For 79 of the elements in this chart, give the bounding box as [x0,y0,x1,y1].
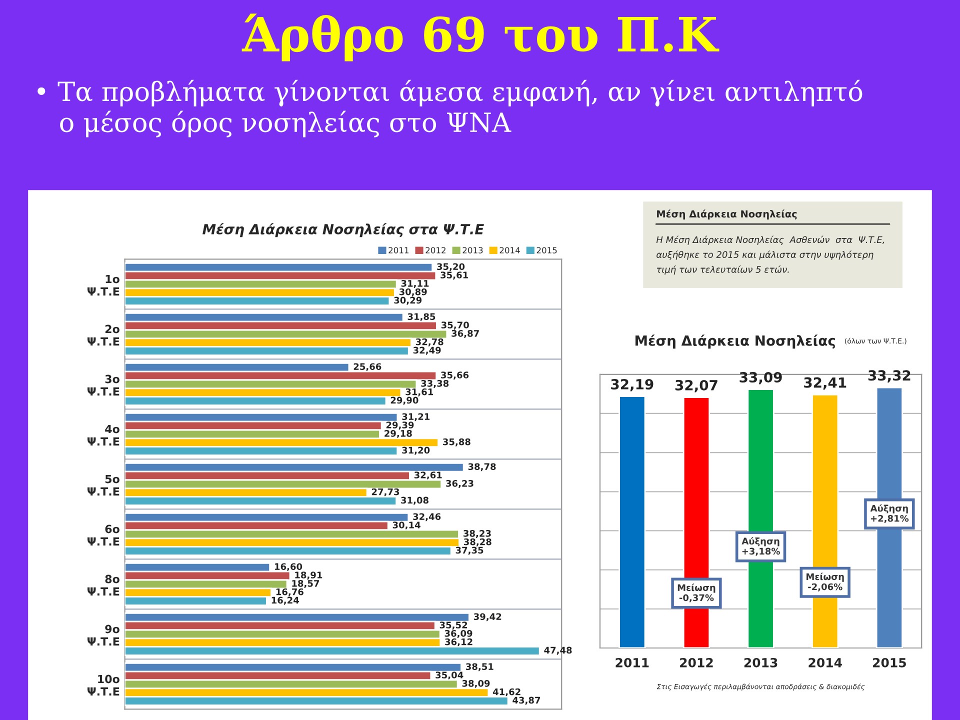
data-label: 30,89 [399,288,427,296]
chart-title: Μέση Διάρκεια Νοσηλείας στα Ψ.Τ.Ε [202,223,484,238]
data-label: 36,87 [452,330,479,338]
data-label: 38,23 [464,530,491,538]
data-label: 30,29 [394,296,422,305]
data-label: 32,78 [416,338,444,346]
text: Μέση Διάρκεια Νοσηλείας [657,210,797,220]
data-label: 31,61 [406,388,434,396]
data-label: 32,19 [611,379,654,392]
data-label: 38,09 [462,680,490,688]
data-label: 35,04 [436,672,464,680]
legend-label: 2014 [500,247,520,254]
text: Άρθρο 69 του Π.Κ [242,14,720,62]
data-label: 43,87 [512,696,540,705]
x-tick-label: 2015 [873,658,906,668]
data-label: 47,48 [544,646,572,655]
data-label: 32,46 [413,513,441,522]
y-tick-label: 10ο Ψ.Τ.Ε [88,674,120,696]
legend-label: 2015 [536,247,557,254]
data-label: 32,07 [675,380,718,392]
data-label: 33,09 [740,372,782,384]
data-label: 31,08 [401,496,428,505]
data-label: 16,76 [276,588,304,596]
data-label: 38,51 [466,663,494,672]
data-label: 33,32 [868,370,910,382]
data-label: 32,49 [413,346,441,355]
data-label: 39,42 [474,613,502,622]
data-label: 35,61 [440,272,468,280]
y-tick-label: 6ο Ψ.Τ.Ε [88,524,120,546]
data-label: 35,70 [441,322,469,330]
annotation: Μείωση -2,06% [806,572,844,592]
legend-label: 2011 [388,247,408,254]
data-label: 31,21 [402,413,430,422]
data-label: 37,35 [456,546,484,555]
data-label: 38,78 [468,463,496,472]
data-label: 27,73 [372,488,400,496]
y-tick-label: 3ο Ψ.Τ.Ε [88,374,120,396]
data-label: 36,09 [444,630,472,638]
y-tick-label: 4ο Ψ.Τ.Ε [88,424,120,446]
data-label: 29,18 [384,430,412,438]
x-tick-label: 2012 [680,658,713,668]
data-label: 31,20 [402,446,430,455]
data-label: 18,57 [292,580,320,588]
data-label: 29,90 [390,396,418,405]
x-tick-label: 2014 [808,658,842,668]
data-label: 18,91 [295,572,322,580]
data-label: 32,61 [414,472,442,480]
legend-label: 2013 [462,247,483,254]
annotation: Αύξηση +2,81% [870,504,909,523]
data-label: 35,88 [443,438,470,446]
chart-title: Μέση Διάρκεια Νοσηλείας [635,334,835,349]
data-label: 38,28 [464,538,492,546]
data-label: 30,14 [392,522,420,530]
data-label: 16,60 [275,563,302,572]
legend-label: 2012 [426,247,446,254]
annotation: Αύξηση +3,18% [742,537,780,556]
data-label: 33,38 [421,380,449,388]
data-label: 35,66 [441,372,469,380]
data-label: 36,12 [445,638,472,646]
data-label: 31,85 [408,313,436,322]
text: Η Μέση Διάρκεια Νοσηλείας Ασθενών στα Ψ.Τ.Ε, αυξήθηκε το 2015 και μάλιστα στην υψηλότερη τιμή των τελευταίων 5 ετών. [656,236,884,275]
data-label: 16,24 [272,596,299,605]
y-tick-label: 9ο Ψ.Τ.Ε [88,624,120,646]
data-label: 36,23 [446,480,474,488]
y-tick-label: 1ο Ψ.Τ.Ε [88,274,120,296]
x-tick-label: 2011 [616,658,649,668]
y-tick-label: 2ο Ψ.Τ.Ε [88,324,120,346]
data-label: 35,52 [440,622,468,630]
data-label: 29,39 [386,422,414,430]
data-label: 25,66 [354,363,382,372]
x-tick-label: 2013 [744,658,778,668]
text: • Τα προβλήματα γίνονται άμεσα εμφανή, αν γίνει αντιληπτό ο μέσος όρος νοσηλείας στο ΨΝΑ [38,80,862,138]
data-label: 41,62 [492,688,520,696]
y-tick-label: 8ο Ψ.Τ.Ε [88,574,120,596]
data-label: 35,20 [437,263,465,272]
annotation: Μείωση -0,37% [678,584,716,602]
data-label: 32,41 [804,377,846,390]
data-label: 31,11 [401,280,429,288]
y-tick-label: 5ο Ψ.Τ.Ε [88,474,120,496]
